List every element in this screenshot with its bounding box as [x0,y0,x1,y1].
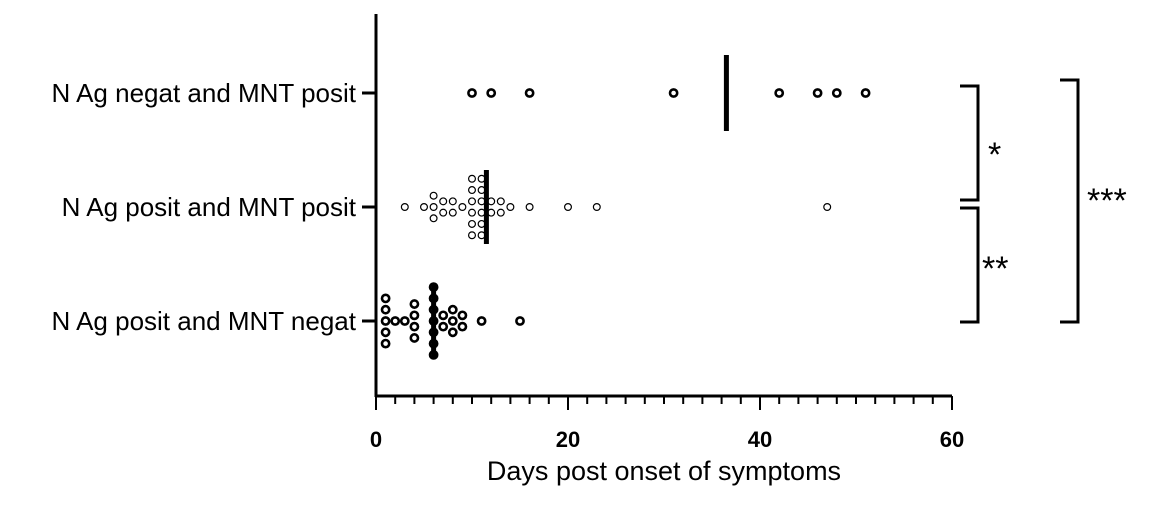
category-ticks: N Ag negat and MNT posit N Ag posit and M… [52,78,376,336]
data-point [468,208,477,217]
data-points [380,88,871,360]
data-point [400,203,409,212]
significance-brackets: ****** [960,78,1127,324]
data-point [496,208,505,217]
data-point [467,88,477,98]
data-point [439,208,448,217]
data-point [447,327,458,338]
data-point [812,88,823,98]
data-point [468,186,477,195]
data-point [380,304,391,315]
median-lines [431,55,729,359]
data-point [774,88,785,98]
data-point [468,197,477,206]
x-tick-label: 0 [370,427,382,452]
significance-label: * [988,136,1001,174]
x-axis-ticks: 0 20 40 60 [370,396,964,452]
data-point [468,231,477,240]
data-point [496,197,505,206]
data-point [420,203,429,212]
data-point [380,338,391,349]
significance-bracket [960,84,980,202]
data-point [524,88,535,98]
data-point [486,88,497,98]
data-point [409,333,420,343]
data-point [525,203,534,212]
data-point [380,293,391,304]
category-label: N Ag negat and MNT posit [52,78,357,108]
data-point [380,327,391,338]
data-point [438,310,449,321]
x-axis-title: Days post onset of symptoms [487,456,841,486]
data-point [448,197,457,206]
data-point [438,321,449,332]
data-point [439,197,448,206]
significance-bracket [960,206,980,324]
data-point [409,321,420,332]
data-point [429,203,438,212]
x-tick-label: 40 [748,427,772,452]
x-tick-label: 60 [940,427,964,452]
data-point [592,203,601,212]
data-point [429,214,438,223]
data-point [831,88,842,98]
data-point [448,208,457,217]
data-point [515,316,525,326]
data-point [563,203,572,212]
data-point [380,316,391,326]
data-point [860,88,871,98]
data-point [409,299,420,309]
data-point [447,316,458,326]
significance-label: *** [1087,182,1127,220]
category-label: N Ag posit and MNT posit [62,192,357,222]
data-point [447,304,458,315]
data-point [409,310,420,321]
significance-bracket [1060,78,1080,324]
data-point [668,88,679,98]
data-point [476,316,487,326]
x-tick-label: 20 [556,427,580,452]
data-point [468,174,477,183]
data-point [458,203,467,212]
data-point [429,191,438,200]
data-point [457,310,468,321]
data-point [468,219,477,228]
data-point [399,316,410,326]
data-point [823,203,832,212]
data-point [457,321,468,332]
data-point [506,203,515,212]
significance-label: ** [982,250,1008,288]
category-label: N Ag posit and MNT negat [52,306,357,336]
data-point [390,316,401,326]
